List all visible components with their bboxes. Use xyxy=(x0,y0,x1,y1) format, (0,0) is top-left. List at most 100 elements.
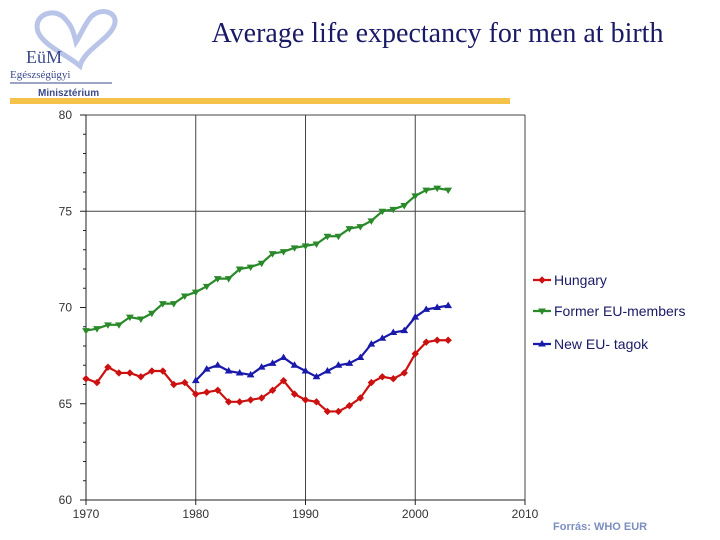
data-point xyxy=(268,386,277,394)
y-tick-label: 60 xyxy=(59,493,73,507)
data-point xyxy=(191,376,200,384)
data-point xyxy=(411,313,420,320)
data-point xyxy=(246,264,255,272)
data-point xyxy=(213,276,222,283)
source-note: Forrás: WHO EUR xyxy=(553,521,648,533)
series-former-eu-members xyxy=(82,185,453,335)
data-point xyxy=(235,398,244,406)
data-point xyxy=(170,380,178,389)
data-point xyxy=(334,233,343,241)
x-tick-label: 1970 xyxy=(73,507,100,521)
y-tick-label: 70 xyxy=(59,301,73,315)
title-accent-bar xyxy=(10,98,510,104)
chart-series xyxy=(82,185,453,416)
data-point xyxy=(538,340,546,347)
data-point xyxy=(422,187,431,195)
data-point xyxy=(181,378,189,387)
legend-label: Former EU-members xyxy=(554,303,685,319)
x-tick-label: 1990 xyxy=(292,507,319,521)
logo-line1: EüM xyxy=(26,47,62,67)
data-point xyxy=(126,369,134,377)
data-point xyxy=(115,369,123,377)
data-point xyxy=(301,243,310,250)
data-point xyxy=(82,375,90,383)
data-point xyxy=(411,349,419,358)
x-tick-label: 2010 xyxy=(512,507,539,521)
ministry-logo: EüM Egészségügyi Minisztérium xyxy=(4,8,154,100)
legend-label: New EU- tagok xyxy=(554,336,649,352)
series-line xyxy=(194,304,449,382)
data-point xyxy=(279,376,288,385)
data-point xyxy=(323,407,332,416)
data-point xyxy=(224,276,233,283)
data-point xyxy=(203,388,211,396)
data-point xyxy=(279,249,288,256)
data-point xyxy=(224,367,233,374)
data-point xyxy=(334,361,343,368)
data-point xyxy=(279,353,288,361)
data-point xyxy=(213,361,222,368)
series-hungary xyxy=(82,336,452,416)
data-point xyxy=(444,301,453,309)
data-point xyxy=(345,401,354,410)
data-point xyxy=(345,226,354,233)
chart-axes: 60 65 70 75 80 1970 1980 1990 2000 2010 xyxy=(59,108,539,521)
data-point xyxy=(334,407,343,416)
data-point xyxy=(268,359,277,366)
data-point xyxy=(158,301,167,308)
data-point xyxy=(93,326,101,333)
data-point xyxy=(235,266,244,273)
data-point xyxy=(400,326,409,334)
data-point xyxy=(246,370,255,378)
data-point xyxy=(257,260,266,268)
data-point xyxy=(312,241,321,248)
data-point xyxy=(356,394,365,402)
chart-legend: Hungary Former EU-members New EU- tagok xyxy=(533,272,685,352)
data-point xyxy=(422,338,430,346)
x-tick-label: 2000 xyxy=(402,507,429,521)
data-point xyxy=(257,394,266,402)
data-point xyxy=(224,398,233,406)
data-point xyxy=(180,293,189,300)
data-point xyxy=(345,359,354,366)
data-point xyxy=(136,316,145,324)
data-point xyxy=(433,303,442,310)
data-point xyxy=(389,375,398,383)
data-point xyxy=(367,218,376,225)
data-point xyxy=(378,208,387,216)
data-point xyxy=(389,328,398,336)
data-point xyxy=(301,367,310,374)
data-point xyxy=(213,386,222,394)
data-point xyxy=(104,322,112,329)
data-point xyxy=(444,187,453,195)
data-point xyxy=(147,310,156,318)
data-point xyxy=(290,361,299,368)
data-point xyxy=(400,202,409,210)
data-point xyxy=(235,368,244,376)
data-point xyxy=(444,336,452,344)
y-tick-label: 80 xyxy=(59,108,73,122)
heart-logo-icon: EüM Egészségügyi Minisztérium xyxy=(10,9,118,99)
data-point xyxy=(126,314,134,322)
data-point xyxy=(312,372,321,380)
data-point xyxy=(148,367,156,375)
data-point xyxy=(323,367,332,374)
y-tick-label: 65 xyxy=(59,397,73,411)
chart-grid xyxy=(86,114,526,500)
chart-title: Average life expectancy for men at birth xyxy=(211,18,664,49)
data-point xyxy=(159,367,167,375)
data-point xyxy=(137,373,145,381)
data-point xyxy=(422,305,431,312)
data-point xyxy=(257,363,266,370)
series-line xyxy=(85,339,449,413)
logo-line3: Minisztérium xyxy=(38,88,99,99)
data-point xyxy=(378,334,387,341)
logo-line2: Egészségügyi xyxy=(10,69,70,81)
data-point xyxy=(433,336,441,344)
data-point xyxy=(538,276,546,284)
data-point xyxy=(411,193,420,200)
data-point xyxy=(115,322,123,329)
series-new-eu-tagok xyxy=(191,301,453,384)
data-point xyxy=(82,328,90,335)
